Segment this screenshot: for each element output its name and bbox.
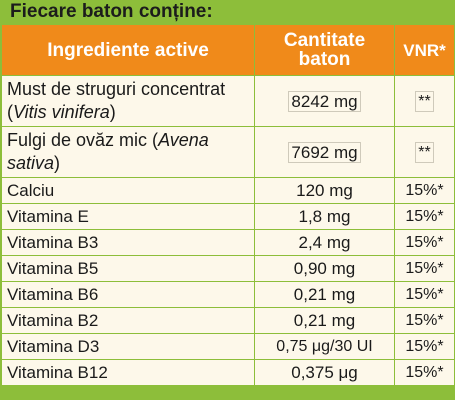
quantity-cell: 0,21 mg bbox=[254, 307, 395, 334]
ingredient-latin: Avena sativa bbox=[7, 130, 209, 173]
vnr-cell: 15%* bbox=[394, 281, 455, 308]
table-row: Vitamina D3 0,75 μg/30 UI 15%* bbox=[1, 333, 455, 360]
table-row: Must de struguri concentrat (Vitis vinif… bbox=[1, 75, 455, 127]
quantity-cell: 2,4 mg bbox=[254, 229, 395, 256]
vnr-value: ** bbox=[415, 90, 434, 112]
vnr-cell: 15%* bbox=[394, 307, 455, 334]
table-row: Vitamina B3 2,4 mg 15%* bbox=[1, 229, 455, 256]
ingredient-cell: Fulgi de ovăz mic (Avena sativa) bbox=[1, 126, 255, 178]
quantity-value: 8242 mg bbox=[288, 90, 361, 112]
ingredient-cell: Vitamina B12 bbox=[1, 359, 255, 386]
ingredient-latin: Vitis vinifera bbox=[13, 102, 110, 122]
ingredient-name: Fulgi de ovăz mic ( bbox=[7, 130, 159, 150]
quantity-cell: 0,21 mg bbox=[254, 281, 395, 308]
ingredient-cell: Must de struguri concentrat (Vitis vinif… bbox=[1, 75, 255, 127]
page-title: Fiecare baton conține: bbox=[10, 1, 213, 22]
vnr-cell: ** bbox=[394, 75, 455, 127]
table-row: Vitamina B12 0,375 μg 15%* bbox=[1, 359, 455, 386]
ingredient-cell: Vitamina B3 bbox=[1, 229, 255, 256]
header-vnr: VNR* bbox=[394, 24, 455, 76]
vnr-cell: 15%* bbox=[394, 333, 455, 360]
vnr-cell: 15%* bbox=[394, 255, 455, 282]
vnr-cell: 15%* bbox=[394, 359, 455, 386]
vnr-cell: 15%* bbox=[394, 203, 455, 230]
ingredient-close: ) bbox=[109, 102, 116, 122]
ingredient-name: Must de struguri concentrat ( bbox=[7, 79, 226, 122]
ingredients-table: Ingrediente active Cantitate baton VNR* … bbox=[1, 24, 455, 386]
vnr-cell: 15%* bbox=[394, 177, 455, 204]
table-row: Vitamina E 1,8 mg 15%* bbox=[1, 203, 455, 230]
table-row: Vitamina B5 0,90 mg 15%* bbox=[1, 255, 455, 282]
quantity-cell: 0,90 mg bbox=[254, 255, 395, 282]
quantity-cell: 7692 mg bbox=[254, 126, 395, 178]
quantity-cell: 0,75 μg/30 UI bbox=[254, 333, 395, 360]
ingredient-cell: Vitamina D3 bbox=[1, 333, 255, 360]
quantity-cell: 8242 mg bbox=[254, 75, 395, 127]
ingredient-close: ) bbox=[54, 153, 61, 173]
table-header-row: Ingrediente active Cantitate baton VNR* bbox=[1, 24, 455, 76]
quantity-cell: 1,8 mg bbox=[254, 203, 395, 230]
header-ingredient: Ingrediente active bbox=[1, 24, 255, 76]
vnr-cell: ** bbox=[394, 126, 455, 178]
ingredient-cell: Vitamina B5 bbox=[1, 255, 255, 282]
quantity-cell: 0,375 μg bbox=[254, 359, 395, 386]
vnr-value: ** bbox=[415, 141, 434, 163]
ingredient-cell: Vitamina B2 bbox=[1, 307, 255, 334]
ingredient-cell: Vitamina E bbox=[1, 203, 255, 230]
table-row: Vitamina B6 0,21 mg 15%* bbox=[1, 281, 455, 308]
table-row: Calciu 120 mg 15%* bbox=[1, 177, 455, 204]
quantity-value: 7692 mg bbox=[288, 141, 361, 163]
quantity-cell: 120 mg bbox=[254, 177, 395, 204]
table-row: Vitamina B2 0,21 mg 15%* bbox=[1, 307, 455, 334]
ingredient-cell: Calciu bbox=[1, 177, 255, 204]
table-row: Fulgi de ovăz mic (Avena sativa) 7692 mg… bbox=[1, 126, 455, 178]
vnr-cell: 15%* bbox=[394, 229, 455, 256]
header-quantity: Cantitate baton bbox=[254, 24, 395, 76]
ingredient-cell: Vitamina B6 bbox=[1, 281, 255, 308]
